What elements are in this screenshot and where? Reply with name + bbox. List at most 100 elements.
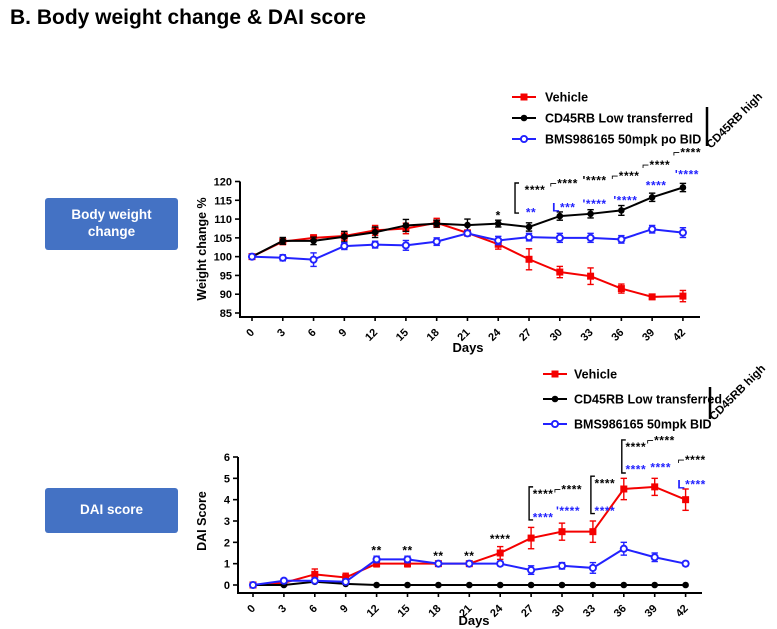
marker-circle [373,581,380,589]
x-tick-label: 24 [488,602,506,620]
marker-circle [648,193,656,201]
y-tick-label: 5 [224,473,230,485]
x-tick-label: 30 [550,603,567,620]
x-tick-label: 18 [425,327,442,344]
x-axis-title: Days [458,613,489,628]
significance-marker: '**** [613,194,637,208]
x-tick-label: 27 [517,327,534,344]
significance-marker: L*** [552,200,575,214]
x-tick-label: 3 [275,327,288,340]
marker-circle-open [248,580,258,590]
marker-circle [651,581,658,589]
x-tick-label: 12 [365,603,382,620]
significance-marker: **** [595,504,616,518]
marker-circle-open [465,559,474,568]
x-tick-label: 33 [581,603,598,620]
significance-marker: **** [533,511,554,525]
significance-bracket [528,486,534,521]
significance-marker: ⌐**** [673,146,701,160]
x-tick-label: 33 [579,327,596,344]
marker-circle [279,237,287,245]
significance-marker: **** [525,183,546,197]
legend-marker-square [520,93,528,101]
marker-circle [527,581,535,589]
x-tick-label: 18 [426,603,443,620]
x-tick-label: 39 [640,327,657,344]
significance-marker: **** [490,532,511,546]
marker-square [525,255,533,263]
marker-circle-open [309,255,318,264]
significance-marker: ⌐**** [642,158,670,172]
marker-circle [587,210,594,218]
x-tick-label: 12 [363,327,380,344]
marker-circle-open [403,555,412,564]
marker-square [587,272,595,280]
significance-marker: '**** [675,168,699,182]
marker-circle-open [650,553,659,562]
marker-circle [679,184,687,191]
marker-circle-open [524,233,534,242]
y-tick-label: 115 [214,195,232,207]
significance-marker: '**** [583,174,607,188]
marker-circle-open [494,236,503,245]
significance-marker: **** [625,463,646,477]
x-tick-label: 15 [395,603,412,620]
x-tick-label: 0 [245,603,258,616]
marker-square [651,483,659,491]
marker-circle [435,581,442,589]
marker-circle [464,221,471,229]
marker-circle [589,581,597,589]
series-bms [248,541,690,590]
marker-square [682,496,690,504]
significance-marker: **** [533,487,554,501]
x-tick-label: 30 [548,327,565,344]
legend-marker-circle-open [550,419,560,429]
significance-marker: '**** [583,197,607,211]
x-tick-label: 9 [338,603,351,616]
marker-circle [556,212,564,220]
significance-marker: ⌐**** [554,482,582,496]
significance-bracket [590,475,595,515]
marker-square [527,534,535,542]
marker-circle-open [586,233,595,242]
y-tick-label: 3 [224,516,230,528]
significance-marker: ⌐**** [550,176,578,190]
y-axis-title: DAI Score [195,491,209,551]
x-tick-label: 24 [486,326,504,344]
significance-marker: L**** [677,478,706,492]
marker-circle-open [555,233,564,242]
x-tick-label: 15 [394,327,411,344]
marker-circle-open [247,252,257,261]
marker-circle-open [619,544,628,553]
marker-circle-open [557,561,567,570]
figure-title: B. Body weight change & DAI score [10,6,366,29]
legend: Vehicle CD45RB Low transferred BMS986165 5… [512,91,765,151]
marker-circle-open [278,253,287,262]
x-tick-label: 3 [276,603,289,616]
x-tick-label: 42 [671,327,688,344]
legend-label: Vehicle [545,91,588,105]
marker-circle [371,228,379,236]
significance-marker: **** [625,440,646,454]
series-bms [247,224,687,268]
marker-circle-open [681,559,690,568]
significance-marker: ** [371,544,381,558]
marker-circle-open [341,577,350,586]
marker-circle [618,207,625,214]
x-tick-label: 6 [307,603,320,616]
legend-label: Vehicle [574,368,617,382]
marker-circle [620,581,628,589]
significance-marker: '**** [556,504,580,518]
legend-label: CD45RB Low transferred [574,393,722,407]
legend-marker-square [551,370,559,378]
marker-circle [525,223,533,231]
marker-circle-open [372,555,381,564]
marker-circle-open [496,559,505,568]
marker-circle-open [588,563,597,572]
marker-circle-open [527,566,536,575]
marker-circle-open [340,242,349,251]
marker-square [589,528,597,536]
